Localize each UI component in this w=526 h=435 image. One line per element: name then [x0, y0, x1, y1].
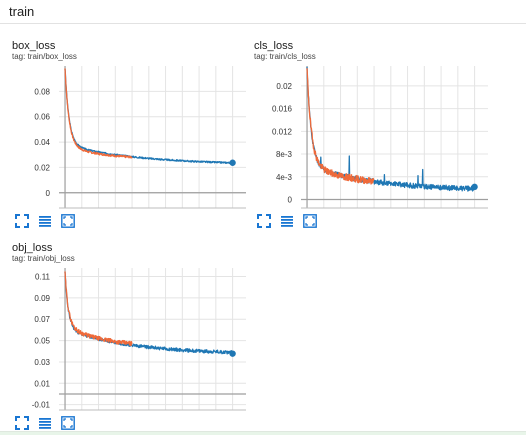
y-tick-label: 0.09	[34, 294, 50, 303]
fullscreen-icon[interactable]	[14, 415, 29, 430]
series-line-orange	[64, 271, 133, 347]
fullscreen-icon[interactable]	[256, 213, 271, 228]
series-end-marker	[471, 183, 478, 191]
chart-title: cls_loss	[254, 40, 294, 52]
line-chart-obj-loss[interactable]: -0.010.010.030.050.070.090.1101002003004…	[10, 268, 255, 414]
chart-card-box-loss: box_loss tag: train/box_loss 0 0.02 0.04 0.…	[10, 38, 255, 230]
y-tick-label: 0.11	[35, 273, 51, 282]
data-lines-icon[interactable]	[37, 415, 52, 430]
data-lines-icon[interactable]	[279, 213, 294, 228]
y-tick-label: 4e-3	[276, 173, 293, 182]
y-tick-label: -0.01	[32, 401, 51, 410]
fit-domain-icon[interactable]	[302, 213, 317, 228]
section-header[interactable]: train	[0, 0, 526, 24]
y-tick-label: 0	[46, 189, 51, 198]
series-end-marker	[229, 159, 236, 166]
fit-domain-icon[interactable]	[60, 213, 75, 228]
series-line-orange	[306, 68, 375, 185]
series-line-blue	[64, 68, 234, 165]
chart-card-obj-loss: obj_loss tag: train/obj_loss -0.01 0.01 0.…	[10, 240, 255, 432]
y-tick-label: 0.03	[34, 358, 50, 367]
data-lines-icon[interactable]	[37, 213, 52, 228]
fullscreen-icon[interactable]	[14, 213, 29, 228]
y-tick-label: 8e-3	[276, 150, 293, 159]
series-line-orange	[64, 68, 133, 159]
y-tick-label: 0.04	[34, 138, 50, 147]
series-end-marker	[229, 350, 236, 357]
y-tick-label: 0.016	[272, 105, 293, 114]
chart-card-cls-loss: cls_loss tag: train/cls_loss 0 4e-3 8e-3 0.…	[252, 38, 497, 230]
section-title: train	[9, 4, 35, 19]
y-tick-label: 0.06	[34, 113, 50, 122]
y-tick-label: 0.02	[34, 163, 50, 172]
y-tick-label: 0.05	[34, 337, 50, 346]
y-tick-label: 0.012	[272, 127, 293, 136]
fit-domain-icon[interactable]	[60, 415, 75, 430]
chart-title: obj_loss	[12, 242, 53, 254]
bottom-divider	[0, 431, 526, 435]
line-chart-box-loss[interactable]: 00.020.040.060.080100200300400500	[10, 66, 255, 212]
chart-tag: tag: train/obj_loss	[12, 254, 75, 263]
chart-tag: tag: train/box_loss	[12, 52, 77, 61]
y-tick-label: 0.01	[34, 379, 50, 388]
y-tick-label: 0.08	[34, 87, 50, 96]
y-tick-label: 0	[288, 195, 293, 204]
y-tick-label: 0.02	[276, 82, 292, 91]
chart-title: box_loss	[12, 40, 56, 52]
chart-tag: tag: train/cls_loss	[254, 52, 316, 61]
y-tick-label: 0.07	[34, 315, 50, 324]
